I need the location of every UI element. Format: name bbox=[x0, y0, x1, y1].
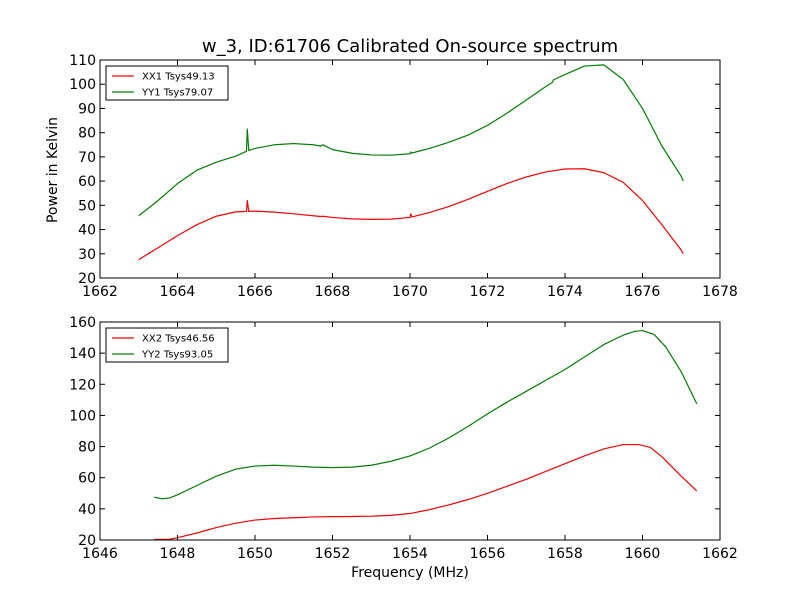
y-tick-label: 20 bbox=[78, 533, 96, 549]
legend-box bbox=[105, 327, 229, 363]
y-tick-label: 20 bbox=[78, 271, 96, 287]
y-tick-label: 100 bbox=[69, 77, 96, 93]
spectrum-plot-1: 1662 1664 1666 1668 1670 1672 1674 1676 1678 20 30… bbox=[69, 53, 738, 300]
y-tick-label: 60 bbox=[78, 471, 96, 487]
series-line-yy2-tsys93-05 bbox=[154, 329, 698, 500]
x-tick-label: 1670 bbox=[392, 284, 428, 300]
y-tick-label: 50 bbox=[78, 198, 96, 214]
x-tick-label: 1662 bbox=[82, 284, 118, 300]
chart-title: w_3, ID:61706 Calibrated On-source spect… bbox=[202, 36, 618, 57]
x-tick-label: 1676 bbox=[625, 284, 661, 300]
y-tick-label: 40 bbox=[78, 223, 96, 239]
y-axis-label: Power in Kelvin bbox=[45, 117, 61, 223]
x-tick-label: 1678 bbox=[702, 284, 738, 300]
legend-label: XX1 Tsys49.13 bbox=[142, 72, 215, 83]
x-tick-label: 1652 bbox=[315, 546, 351, 562]
y-tick-label: 110 bbox=[69, 53, 96, 69]
x-tick-label: 1672 bbox=[470, 284, 506, 300]
x-tick-label: 1666 bbox=[237, 284, 273, 300]
x-tick-label: 1654 bbox=[392, 546, 428, 562]
x-axis-label: Frequency (MHz) bbox=[351, 565, 469, 581]
x-tick-label: 1674 bbox=[547, 284, 583, 300]
y-tick-label: 80 bbox=[78, 126, 96, 142]
x-tick-label: 1662 bbox=[702, 546, 738, 562]
x-tick-label: 1650 bbox=[237, 546, 273, 562]
y-tick-label: 90 bbox=[78, 101, 96, 117]
y-tick-label: 120 bbox=[69, 377, 96, 393]
series-line-xx1-tsys49-13 bbox=[138, 168, 684, 261]
x-tick-label: 1646 bbox=[82, 546, 118, 562]
x-tick-label: 1658 bbox=[547, 546, 583, 562]
y-tick-label: 140 bbox=[69, 346, 96, 362]
legend-label: YY1 Tsys79.07 bbox=[141, 88, 213, 99]
y-tick-label: 100 bbox=[69, 408, 96, 424]
legend-label: XX2 Tsys46.56 bbox=[142, 334, 215, 345]
x-tick-label: 1660 bbox=[625, 546, 661, 562]
legend: XX1 Tsys49.13 YY1 Tsys79.07 bbox=[105, 65, 229, 101]
series-line-yy1-tsys79-07 bbox=[138, 64, 684, 217]
y-tick-label: 30 bbox=[78, 247, 96, 263]
y-tick-label: 60 bbox=[78, 174, 96, 190]
spectrum-plot-2: 1646 1648 1650 1652 1654 1656 1658 1660 1662 20 40… bbox=[69, 315, 738, 562]
y-tick-label: 80 bbox=[78, 440, 96, 456]
legend: XX2 Tsys46.56 YY2 Tsys93.05 bbox=[105, 327, 229, 363]
x-tick-label: 1656 bbox=[470, 546, 506, 562]
x-tick-label: 1664 bbox=[160, 284, 196, 300]
series-line-xx2-tsys46-56 bbox=[154, 443, 698, 541]
x-tick-label: 1668 bbox=[315, 284, 351, 300]
y-tick-label: 70 bbox=[78, 150, 96, 166]
x-tick-label: 1648 bbox=[160, 546, 196, 562]
y-tick-label: 40 bbox=[78, 502, 96, 518]
legend-box bbox=[105, 65, 229, 101]
y-tick-label: 160 bbox=[69, 315, 96, 331]
legend-label: YY2 Tsys93.05 bbox=[141, 350, 213, 361]
